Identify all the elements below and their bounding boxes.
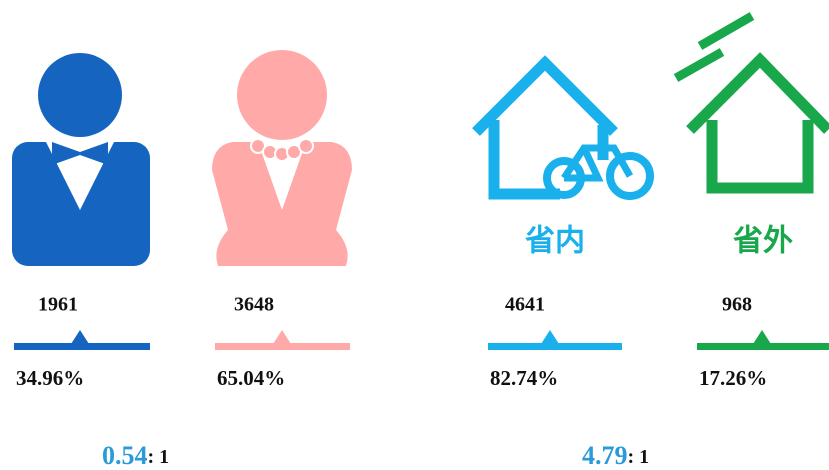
percent: 17.26% bbox=[699, 366, 767, 390]
female-icon bbox=[212, 50, 352, 266]
ratio: 0.54: 1 bbox=[102, 441, 169, 470]
pointer bbox=[273, 330, 291, 344]
pointer bbox=[541, 330, 559, 344]
location-label: 省内 bbox=[525, 224, 585, 259]
divider-bar bbox=[14, 343, 150, 350]
count: 4641 bbox=[505, 294, 545, 316]
home-away-icon bbox=[673, 12, 829, 194]
male-icon bbox=[12, 53, 150, 266]
percent: 34.96% bbox=[16, 366, 84, 390]
count: 968 bbox=[722, 294, 752, 316]
pointer bbox=[753, 330, 771, 344]
ratio-value: 4.79 bbox=[582, 441, 628, 470]
ratio-suffix: : 1 bbox=[628, 446, 650, 468]
divider-bar bbox=[215, 343, 350, 350]
percent: 65.04% bbox=[217, 366, 285, 390]
home-bike-icon bbox=[472, 55, 654, 200]
location-label: 省外 bbox=[733, 224, 793, 259]
divider-bar bbox=[488, 343, 622, 350]
pointer bbox=[71, 330, 89, 344]
percent: 82.74% bbox=[490, 366, 558, 390]
ratio-value: 0.54 bbox=[102, 441, 148, 470]
count: 3648 bbox=[234, 294, 274, 316]
ratio-suffix: : 1 bbox=[148, 446, 170, 468]
divider-bar bbox=[697, 343, 829, 350]
ratio: 4.79: 1 bbox=[582, 441, 649, 470]
count: 1961 bbox=[38, 294, 78, 316]
